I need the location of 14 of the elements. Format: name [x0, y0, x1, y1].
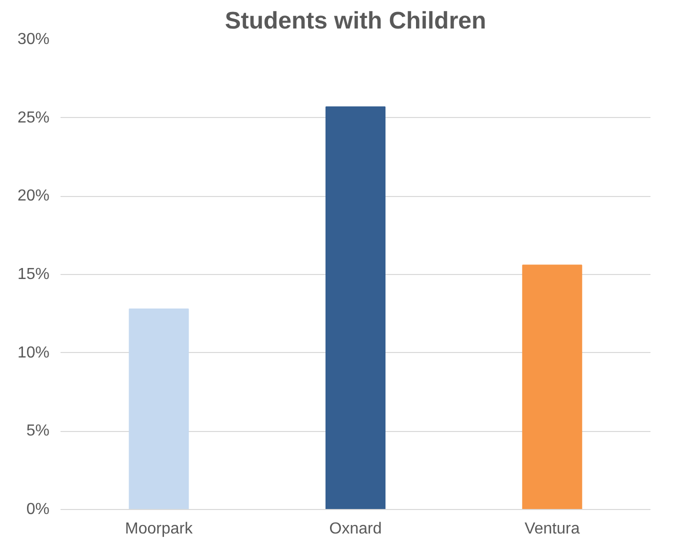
- chart-title: Students with Children: [224, 8, 486, 34]
- x-tick-label: Moorpark: [125, 520, 194, 538]
- bar: [128, 308, 189, 510]
- y-tick-label: 25%: [17, 109, 50, 126]
- y-tick-label: 10%: [17, 344, 50, 362]
- y-tick-label: 20%: [17, 188, 50, 205]
- bar: [326, 106, 386, 510]
- x-tick-label: Ventura: [524, 520, 580, 538]
- y-tick-label: 15%: [17, 266, 50, 283]
- bar: [522, 264, 582, 510]
- y-tick-label: 30%: [17, 31, 50, 48]
- y-tick-label: 5%: [26, 422, 50, 440]
- y-tick-label: 0%: [26, 501, 50, 518]
- x-tick-label: Oxnard: [329, 520, 382, 538]
